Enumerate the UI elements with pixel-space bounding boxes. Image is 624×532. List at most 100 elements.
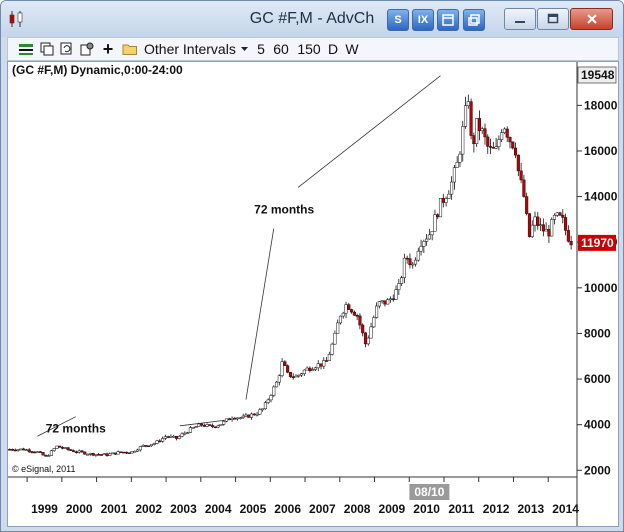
y-tick-label: 10000	[584, 281, 618, 295]
candle-body	[205, 424, 209, 427]
candle-body	[302, 369, 306, 375]
candle-body	[369, 326, 373, 339]
window-tile-button[interactable]	[437, 9, 459, 31]
candle-body	[227, 418, 231, 421]
candle-body	[375, 305, 379, 318]
x-tick-label: 2000	[66, 502, 93, 516]
window-link-icon	[468, 14, 480, 26]
close-button[interactable]	[570, 8, 613, 30]
title-bar[interactable]: GC #F,M - AdvCh S IX	[1, 1, 623, 37]
draw-tool-button[interactable]	[16, 40, 36, 58]
candle-body	[111, 452, 115, 455]
candle-body	[561, 214, 565, 218]
candle-body	[433, 214, 437, 232]
properties-button[interactable]	[78, 40, 96, 58]
cursor-date-marker: 08/10	[409, 484, 450, 500]
interval-weekly-label: W	[345, 41, 359, 57]
candle-body	[180, 433, 184, 437]
candle-body	[541, 224, 545, 232]
candle-body	[99, 454, 104, 456]
candle-body	[66, 447, 70, 450]
candle-body	[355, 315, 359, 317]
price-axis: 2000400060008000100001200014000160001800…	[577, 98, 618, 477]
candle-body	[197, 423, 201, 427]
candle-body	[30, 451, 34, 453]
candlestick-app-icon	[9, 11, 23, 27]
x-tick-label: 2006	[274, 502, 301, 516]
candle-body	[255, 413, 259, 416]
copy-chart-button[interactable]	[38, 40, 56, 58]
price-series	[8, 94, 573, 457]
other-intervals-label: Other Intervals	[144, 41, 236, 57]
refresh-chart-button[interactable]	[58, 40, 76, 58]
candle-body	[450, 181, 454, 195]
chart-area[interactable]: 2000400060008000100001200014000160001800…	[7, 61, 619, 527]
last-price-value: 11970	[581, 236, 614, 250]
candle-body	[152, 443, 156, 445]
interval-150-button[interactable]: 150	[294, 40, 324, 58]
interval-daily-button[interactable]: D	[326, 40, 340, 58]
candle-body	[24, 449, 28, 451]
candle-body	[247, 414, 251, 418]
window-link-button[interactable]	[463, 9, 485, 31]
candle-body	[274, 381, 279, 388]
candle-body	[269, 395, 273, 401]
candle-body	[569, 241, 573, 246]
candle-body	[333, 333, 337, 345]
candle-body	[144, 445, 148, 447]
maximize-button[interactable]	[537, 8, 569, 30]
interval-5-label: 5	[257, 41, 265, 57]
candle-body	[380, 300, 384, 302]
candle-body	[475, 118, 479, 145]
candle-body	[69, 449, 73, 451]
candle-body	[238, 417, 242, 419]
price-chart[interactable]: 2000400060008000100001200014000160001800…	[8, 62, 618, 526]
candle-body	[277, 375, 281, 383]
x-tick-label: 2009	[379, 502, 406, 516]
other-intervals-dropdown[interactable]: Other Intervals	[122, 40, 256, 58]
candle-body	[494, 146, 498, 149]
high-price-box	[577, 66, 617, 84]
y-tick-label: 16000	[584, 144, 618, 158]
candle-body	[461, 126, 465, 155]
candle-body	[136, 449, 140, 452]
candle-body	[49, 450, 53, 456]
candle-body	[341, 312, 345, 317]
ix-tool-button[interactable]: IX	[412, 9, 434, 31]
candle-body	[116, 451, 120, 455]
candle-body	[516, 154, 520, 172]
candle-body	[322, 360, 326, 367]
candle-body	[186, 432, 190, 434]
candle-body	[74, 451, 78, 454]
copy-icon	[40, 42, 54, 56]
maximize-icon	[547, 13, 559, 24]
candle-body	[352, 311, 356, 316]
candle-body	[224, 418, 229, 422]
candle-body	[394, 289, 398, 300]
x-tick-label: 1999	[31, 502, 58, 516]
candle-body	[361, 324, 365, 334]
x-tick-label: 2002	[135, 502, 162, 516]
candle-body	[441, 198, 445, 203]
x-tick-label: 2001	[101, 502, 128, 516]
s-tool-button[interactable]: S	[387, 9, 409, 31]
add-button[interactable]: +	[100, 39, 116, 59]
candle-body	[427, 234, 431, 240]
candle-body	[60, 447, 65, 449]
candle-body	[88, 453, 92, 455]
candle-body	[161, 438, 165, 442]
minimize-button[interactable]	[504, 8, 536, 30]
interval-weekly-button[interactable]: W	[344, 40, 360, 58]
candle-body	[108, 453, 112, 456]
candle-body	[138, 446, 142, 451]
candle-body	[555, 212, 559, 216]
annotation-label: 72 months	[254, 203, 314, 217]
candle-body	[519, 170, 523, 181]
interval-5-button[interactable]: 5	[254, 40, 268, 58]
candle-body	[483, 128, 487, 138]
candle-body	[208, 424, 212, 426]
interval-60-button[interactable]: 60	[270, 40, 292, 58]
candle-body	[547, 229, 551, 237]
candle-body	[436, 214, 440, 218]
candle-body	[33, 451, 37, 454]
